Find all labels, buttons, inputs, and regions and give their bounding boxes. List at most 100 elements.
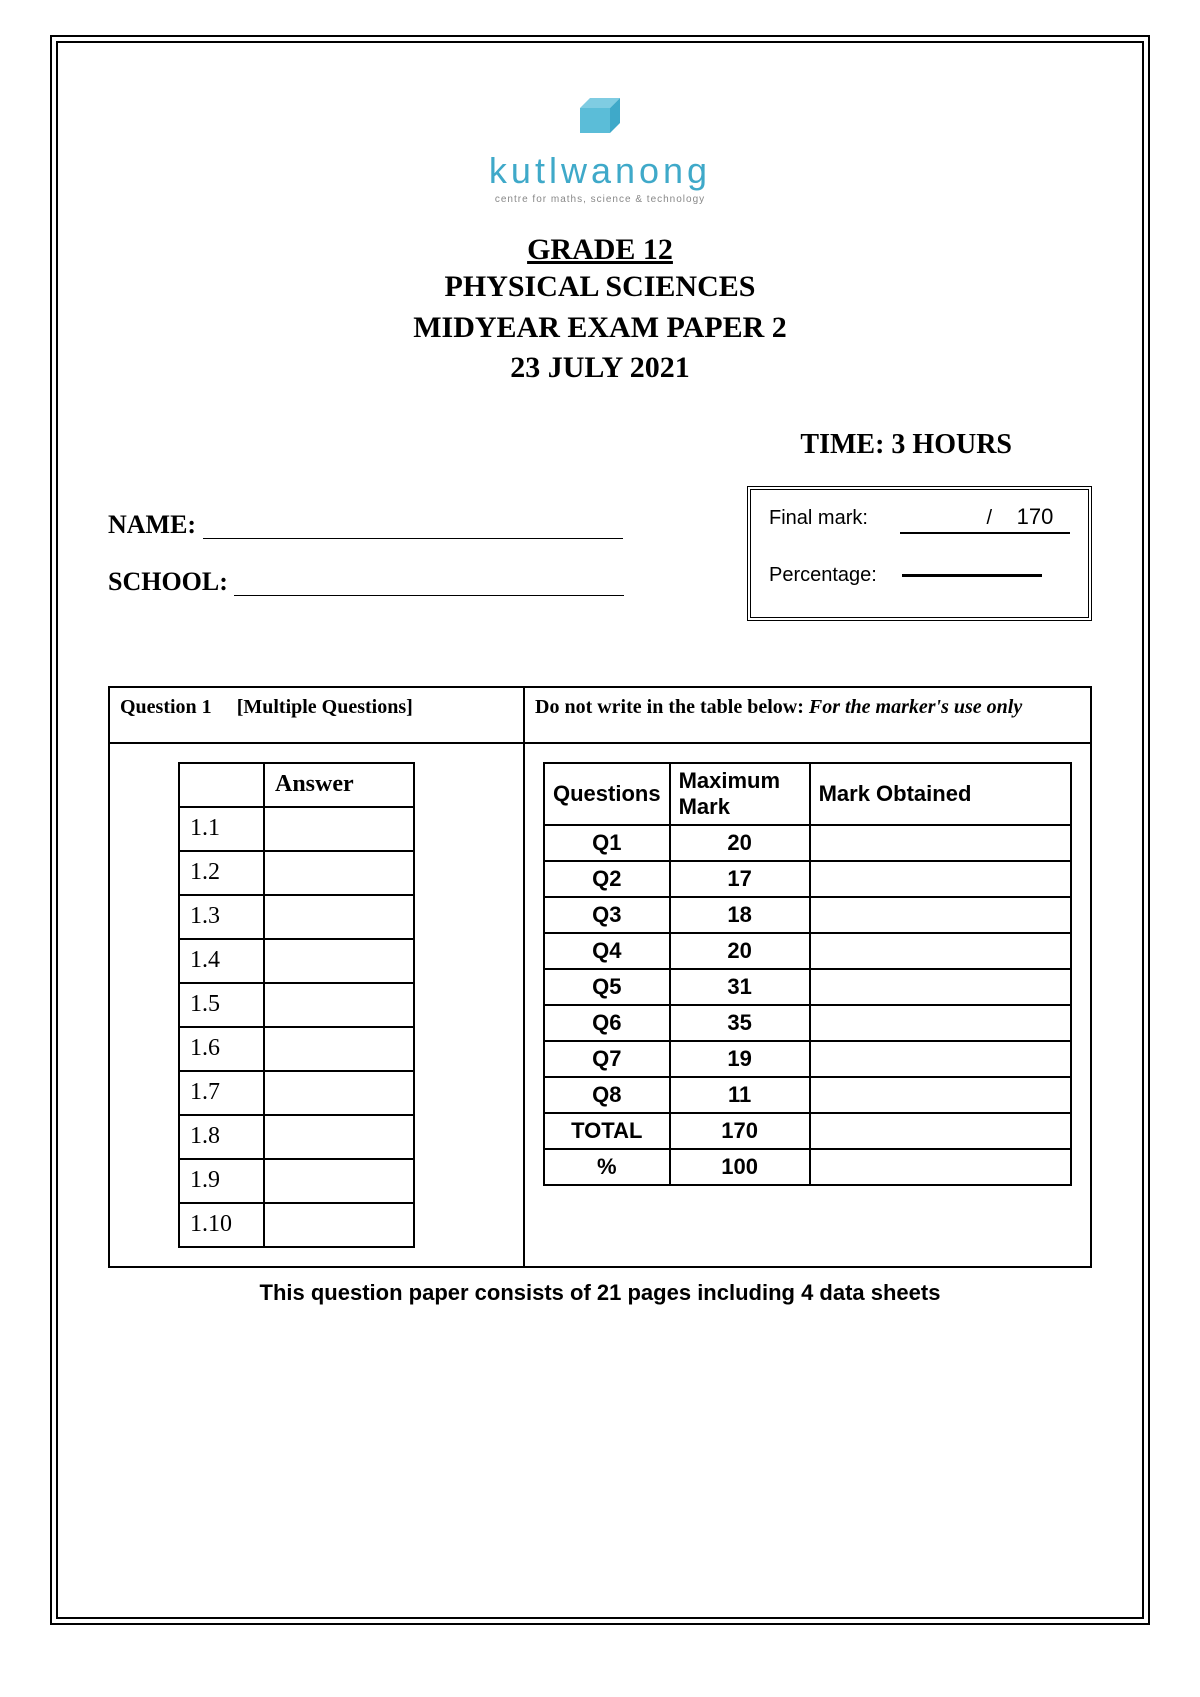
page-border-inner: kutlwanong centre for maths, science & t… bbox=[56, 41, 1144, 1619]
marks-row: Q217 bbox=[544, 861, 1071, 897]
answer-row-input[interactable] bbox=[264, 895, 414, 939]
marks-row-question: % bbox=[544, 1149, 670, 1185]
marks-row-max: 19 bbox=[670, 1041, 810, 1077]
answer-row-input[interactable] bbox=[264, 1071, 414, 1115]
marks-row: %100 bbox=[544, 1149, 1071, 1185]
info-row: NAME: SCHOOL: Final mark: / 170 Percenta… bbox=[108, 496, 1092, 646]
answer-row: 1.6 bbox=[179, 1027, 414, 1071]
footer-note: This question paper consists of 21 pages… bbox=[108, 1280, 1092, 1306]
marks-row: Q635 bbox=[544, 1005, 1071, 1041]
marks-row-max: 11 bbox=[670, 1077, 810, 1113]
marks-row-question: Q4 bbox=[544, 933, 670, 969]
marks-row-question: Q8 bbox=[544, 1077, 670, 1113]
marks-row: TOTAL170 bbox=[544, 1113, 1071, 1149]
answer-row-number: 1.5 bbox=[179, 983, 264, 1027]
marker-instruction-a: Do not write in the table below: bbox=[535, 696, 809, 718]
name-input-line[interactable] bbox=[203, 538, 623, 539]
percentage-line[interactable] bbox=[902, 574, 1042, 577]
school-input-line[interactable] bbox=[234, 595, 624, 596]
marks-col-obtained: Mark Obtained bbox=[810, 763, 1071, 825]
exam-title: MIDYEAR EXAM PAPER 2 bbox=[108, 308, 1092, 349]
question-type: [Multiple Questions] bbox=[237, 696, 413, 718]
marks-row-question: Q2 bbox=[544, 861, 670, 897]
marks-row: Q811 bbox=[544, 1077, 1071, 1113]
marks-row-obtained[interactable] bbox=[810, 1149, 1071, 1185]
answer-row-input[interactable] bbox=[264, 939, 414, 983]
left-panel: Question 1 [Multiple Questions] Answer 1… bbox=[110, 688, 525, 1266]
answer-row-number: 1.2 bbox=[179, 851, 264, 895]
final-mark-line[interactable] bbox=[900, 532, 1070, 534]
right-panel-head: Do not write in the table below: For the… bbox=[525, 688, 1090, 744]
page-border-outer: kutlwanong centre for maths, science & t… bbox=[50, 35, 1150, 1625]
marks-row-obtained[interactable] bbox=[810, 825, 1071, 861]
logo-block: kutlwanong centre for maths, science & t… bbox=[108, 93, 1092, 205]
answer-row-input[interactable] bbox=[264, 983, 414, 1027]
date-title: 23 JULY 2021 bbox=[108, 348, 1092, 389]
mark-separator: / bbox=[986, 507, 992, 530]
marks-row-question: Q5 bbox=[544, 969, 670, 1005]
answer-row: 1.8 bbox=[179, 1115, 414, 1159]
answer-row-input[interactable] bbox=[264, 807, 414, 851]
marks-row-question: Q1 bbox=[544, 825, 670, 861]
marks-row-max: 35 bbox=[670, 1005, 810, 1041]
marks-row-obtained[interactable] bbox=[810, 1041, 1071, 1077]
marks-col-max: Maximum Mark bbox=[670, 763, 810, 825]
answer-row-input[interactable] bbox=[264, 1203, 414, 1247]
grade-title: GRADE 12 bbox=[108, 233, 1092, 267]
marks-row-obtained[interactable] bbox=[810, 933, 1071, 969]
mark-box: Final mark: / 170 Percentage: bbox=[747, 486, 1092, 621]
marks-row-question: TOTAL bbox=[544, 1113, 670, 1149]
marks-row-max: 20 bbox=[670, 933, 810, 969]
answer-row-input[interactable] bbox=[264, 1027, 414, 1071]
marks-row-obtained[interactable] bbox=[810, 1005, 1071, 1041]
cube-icon bbox=[565, 93, 635, 148]
answer-col-blank bbox=[179, 763, 264, 807]
answer-row: 1.3 bbox=[179, 895, 414, 939]
answer-col-header: Answer bbox=[264, 763, 414, 807]
marks-row: Q420 bbox=[544, 933, 1071, 969]
marks-col-questions: Questions bbox=[544, 763, 670, 825]
marks-row-question: Q7 bbox=[544, 1041, 670, 1077]
marks-row-question: Q3 bbox=[544, 897, 670, 933]
answer-row-input[interactable] bbox=[264, 1115, 414, 1159]
answer-row: 1.7 bbox=[179, 1071, 414, 1115]
answer-row-number: 1.1 bbox=[179, 807, 264, 851]
max-mark: 170 bbox=[1000, 504, 1070, 530]
marks-row-max: 20 bbox=[670, 825, 810, 861]
marks-row: Q531 bbox=[544, 969, 1071, 1005]
answer-row-number: 1.10 bbox=[179, 1203, 264, 1247]
marks-row-obtained[interactable] bbox=[810, 1113, 1071, 1149]
answer-row-number: 1.6 bbox=[179, 1027, 264, 1071]
answer-row: 1.1 bbox=[179, 807, 414, 851]
answer-row: 1.5 bbox=[179, 983, 414, 1027]
marks-row-max: 17 bbox=[670, 861, 810, 897]
marks-row-obtained[interactable] bbox=[810, 897, 1071, 933]
left-panel-head: Question 1 [Multiple Questions] bbox=[110, 688, 523, 744]
answer-table: Answer 1.11.21.31.41.51.61.71.81.91.10 bbox=[178, 762, 415, 1248]
answer-row: 1.2 bbox=[179, 851, 414, 895]
marks-row-max: 18 bbox=[670, 897, 810, 933]
marks-row-obtained[interactable] bbox=[810, 969, 1071, 1005]
marks-row-obtained[interactable] bbox=[810, 1077, 1071, 1113]
answer-row-number: 1.9 bbox=[179, 1159, 264, 1203]
answer-row-input[interactable] bbox=[264, 1159, 414, 1203]
main-grid: Question 1 [Multiple Questions] Answer 1… bbox=[108, 686, 1092, 1268]
answer-row-number: 1.3 bbox=[179, 895, 264, 939]
brand-tagline: centre for maths, science & technology bbox=[108, 194, 1092, 205]
answer-row-number: 1.8 bbox=[179, 1115, 264, 1159]
right-panel: Do not write in the table below: For the… bbox=[525, 688, 1090, 1266]
answer-row-number: 1.4 bbox=[179, 939, 264, 983]
answer-row-input[interactable] bbox=[264, 851, 414, 895]
marks-row-max: 100 bbox=[670, 1149, 810, 1185]
time-label: TIME: 3 HOURS bbox=[108, 429, 1092, 461]
name-label: NAME: bbox=[108, 510, 196, 539]
answer-row: 1.4 bbox=[179, 939, 414, 983]
marks-row-max: 170 bbox=[670, 1113, 810, 1149]
marks-table: Questions Maximum Mark Mark Obtained Q12… bbox=[543, 762, 1072, 1186]
answer-row-number: 1.7 bbox=[179, 1071, 264, 1115]
marks-row-obtained[interactable] bbox=[810, 861, 1071, 897]
answer-row: 1.10 bbox=[179, 1203, 414, 1247]
question-number: Question 1 bbox=[120, 696, 212, 718]
brand-name: kutlwanong bbox=[108, 150, 1092, 192]
marker-instruction-b: For the marker's use only bbox=[809, 696, 1022, 718]
